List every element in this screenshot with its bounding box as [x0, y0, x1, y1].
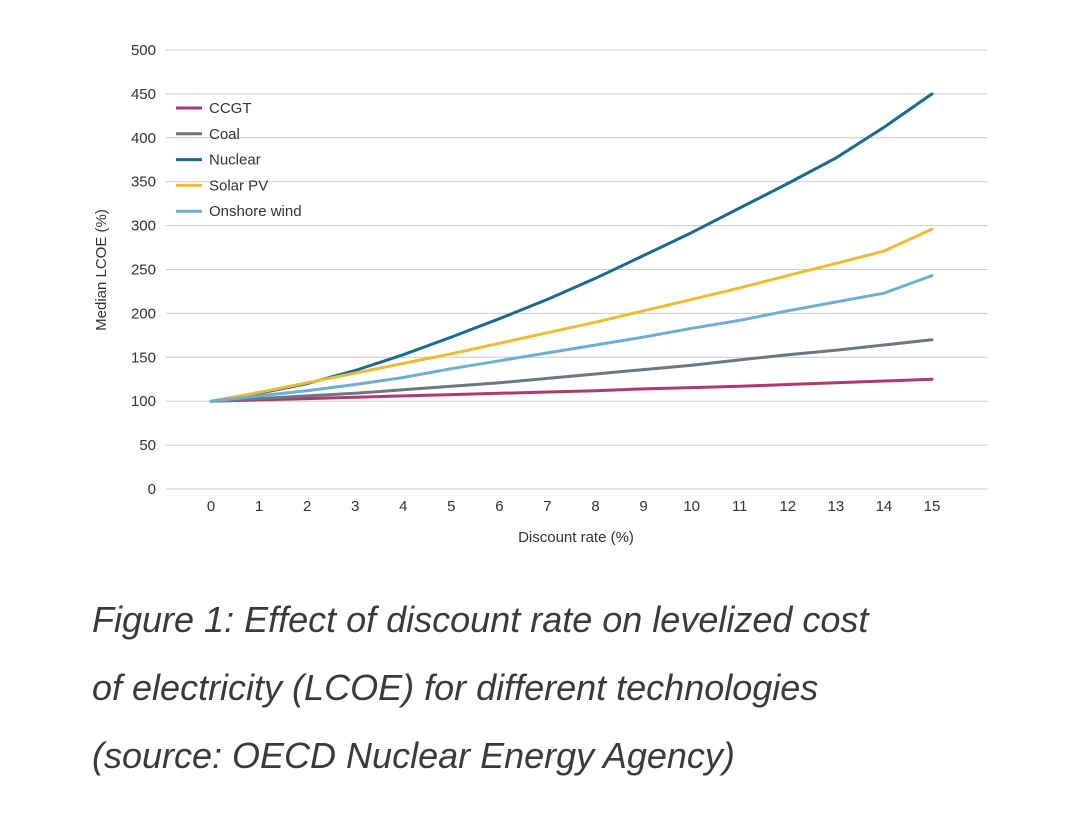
x-tick-label: 11: [732, 498, 748, 515]
x-tick-label: 0: [207, 498, 215, 515]
gridlines: [166, 49, 988, 490]
series-lines: [209, 92, 934, 403]
caption-line-2: of electricity (LCOE) for different tech…: [92, 667, 819, 708]
y-tick-label: 300: [131, 218, 156, 235]
y-tick-label: 150: [131, 349, 156, 366]
x-tick-label: 6: [495, 498, 503, 515]
series-line-solar-pv: [209, 227, 934, 403]
series-line-ccgt: [209, 377, 934, 403]
y-tick-label: 500: [131, 42, 156, 59]
x-tick-label: 4: [399, 498, 407, 515]
series-line-nuclear: [209, 92, 934, 403]
legend-label: Solar PV: [209, 177, 268, 194]
series-line-onshore-wind: [209, 274, 934, 403]
x-tick-label: 12: [779, 498, 796, 515]
x-tick-label: 14: [876, 498, 893, 515]
x-axis-title: Discount rate (%): [518, 529, 634, 546]
x-tick-label: 5: [447, 498, 455, 515]
x-axis-ticks: 0 1 2 3 4 5 6 7 8 9 10 11 12 13 14 15: [207, 498, 941, 515]
figure-caption: Figure 1: Effect of discount rate on lev…: [92, 586, 1052, 790]
x-tick-label: 13: [828, 498, 845, 515]
y-tick-label: 100: [131, 393, 156, 410]
y-axis-ticks: 0 50 100 150 200 250 300 350 400 450 500: [131, 42, 156, 498]
y-tick-label: 200: [131, 305, 156, 322]
caption-line-3: (source: OECD Nuclear Energy Agency): [92, 735, 735, 776]
y-tick-label: 350: [131, 174, 156, 191]
x-tick-label: 3: [351, 498, 359, 515]
y-tick-label: 50: [139, 437, 156, 454]
x-tick-label: 10: [683, 498, 700, 515]
y-tick-label: 250: [131, 262, 156, 279]
y-tick-label: 0: [148, 481, 156, 498]
x-tick-label: 8: [591, 498, 599, 515]
legend-label: Nuclear: [209, 152, 261, 169]
y-axis-title: Median LCOE (%): [93, 209, 110, 331]
y-tick-label: 400: [131, 130, 156, 147]
x-tick-label: 9: [639, 498, 647, 515]
x-tick-label: 7: [543, 498, 551, 515]
legend-label: Coal: [209, 126, 240, 143]
y-tick-label: 450: [131, 86, 156, 103]
series-line-coal: [209, 338, 934, 403]
caption-line-1: Figure 1: Effect of discount rate on lev…: [92, 599, 869, 640]
legend-label: CCGT: [209, 100, 252, 117]
x-tick-label: 1: [255, 498, 263, 515]
legend: CCGT Coal Nuclear Solar PV Onshore wind: [176, 100, 302, 220]
x-tick-label: 2: [303, 498, 311, 515]
legend-label: Onshore wind: [209, 203, 302, 220]
x-tick-label: 15: [924, 498, 941, 515]
